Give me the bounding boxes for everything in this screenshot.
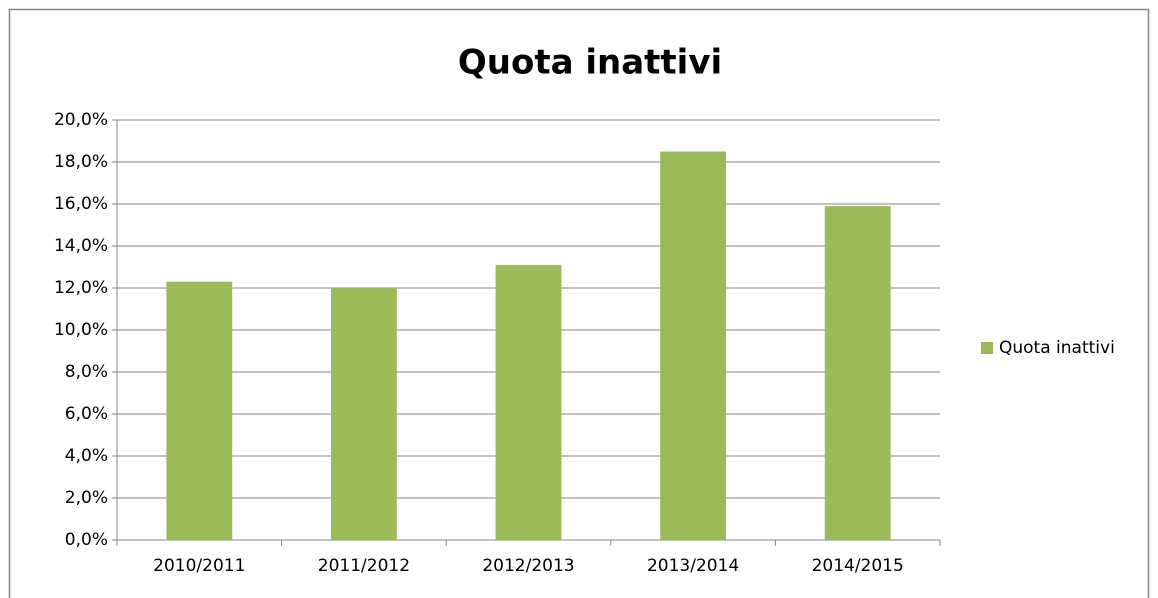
bar bbox=[824, 206, 891, 540]
bar bbox=[495, 264, 562, 540]
y-tick-label: 8,0% bbox=[65, 362, 108, 382]
y-tick-label: 6,0% bbox=[65, 404, 108, 424]
x-tick-label: 2010/2011 bbox=[153, 556, 245, 576]
bar bbox=[330, 288, 397, 540]
y-tick-label: 0,0% bbox=[65, 530, 108, 550]
bar bbox=[166, 281, 233, 540]
y-tick-label: 16,0% bbox=[54, 194, 108, 214]
x-tick-label: 2011/2012 bbox=[318, 556, 410, 576]
y-tick-label: 12,0% bbox=[54, 278, 108, 298]
y-tick-label: 20,0% bbox=[54, 110, 108, 130]
y-tick-label: 18,0% bbox=[54, 152, 108, 172]
bar bbox=[660, 151, 727, 540]
y-tick-label: 10,0% bbox=[54, 320, 108, 340]
x-tick-label: 2014/2015 bbox=[812, 556, 904, 576]
x-tick-label: 2013/2014 bbox=[647, 556, 739, 576]
y-tick-label: 14,0% bbox=[54, 236, 108, 256]
legend-label: Quota inattivi bbox=[999, 338, 1115, 358]
x-tick-label: 2012/2013 bbox=[482, 556, 574, 576]
y-tick-label: 4,0% bbox=[65, 446, 108, 466]
legend-swatch bbox=[981, 342, 993, 354]
y-tick-label: 2,0% bbox=[65, 488, 108, 508]
chart-title: Quota inattivi bbox=[458, 43, 722, 83]
